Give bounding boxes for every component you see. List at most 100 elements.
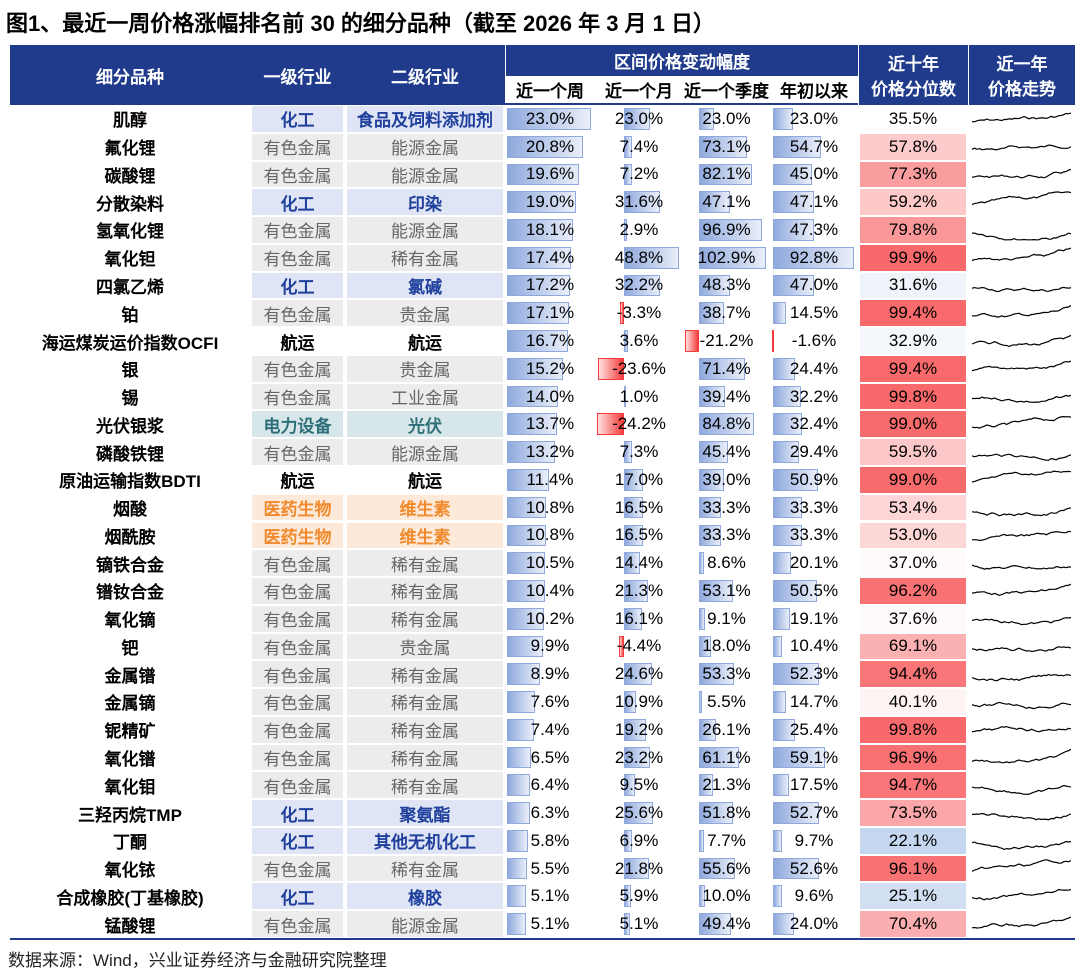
item-name: 锡	[121, 389, 139, 409]
percentile-cell: 94.4%	[860, 661, 966, 688]
item-name: 钯	[121, 638, 139, 658]
industry-cell: 贵金属	[347, 300, 503, 327]
data-bar	[698, 385, 725, 408]
industry-cell: 其他无机化工	[347, 827, 503, 854]
data-bar	[507, 802, 530, 824]
change-value: 10.4%	[789, 636, 839, 656]
data-bar	[507, 691, 535, 713]
change-value: 16.5%	[614, 525, 664, 545]
sparkline	[972, 645, 1071, 652]
change-value: 9.6%	[794, 886, 834, 906]
industry-cell: 稀有金属	[347, 578, 503, 604]
data-bar	[773, 135, 821, 158]
change-value: 17.1%	[525, 303, 575, 323]
sparkline	[972, 701, 1071, 710]
industry-cell: 医药生物	[252, 494, 343, 521]
data-bar	[507, 885, 526, 908]
industry-cell: 有色金属	[252, 633, 343, 660]
data-bar	[507, 663, 540, 686]
percentile-cell: 59.2%	[860, 189, 966, 216]
sparkline-path	[972, 168, 1071, 179]
industry-cell: 印染	[347, 189, 503, 216]
industry-cell: 有色金属	[252, 217, 343, 243]
sparkline-path	[972, 616, 1071, 626]
data-bar	[698, 524, 721, 547]
industry-cell: 食品及饲料添加剂	[347, 106, 503, 132]
data-bar	[624, 691, 637, 713]
data-bar	[772, 330, 774, 352]
industry-cell: 稀有金属	[347, 855, 503, 882]
data-bar	[597, 357, 625, 380]
industry-cell: 化工	[252, 800, 343, 826]
data-bar	[507, 330, 568, 352]
sparkline	[972, 144, 1071, 151]
change-value: 5.1%	[530, 914, 570, 934]
percentile-cell: 32.9%	[860, 328, 966, 354]
change-value: 61.1%	[702, 747, 751, 767]
industry-cell: 有色金属	[252, 661, 343, 688]
sparkline	[972, 334, 1071, 348]
sparkline-path	[972, 916, 1071, 929]
change-value: 31.6%	[614, 192, 664, 212]
industry-cell: 有色金属	[252, 300, 343, 327]
change-value: 73.1%	[702, 136, 751, 156]
sparkline-path	[972, 840, 1071, 850]
change-value: 23.0%	[525, 108, 575, 128]
data-bar	[507, 580, 545, 602]
change-value: 92.8%	[789, 247, 839, 267]
item-name: 金属镝	[104, 694, 156, 714]
sparkline	[972, 247, 1071, 262]
industry-cell: 有色金属	[252, 605, 343, 632]
percentile-cell: 31.6%	[860, 272, 966, 299]
data-bar	[773, 635, 783, 658]
change-value: 53.1%	[702, 580, 751, 600]
header-line: 近十年	[888, 55, 939, 74]
item-name: 金属镨	[104, 666, 156, 686]
industry-cell: 航运	[347, 328, 503, 354]
item-name: 碳酸锂	[104, 166, 156, 186]
data-bar	[507, 163, 579, 186]
industry-cell: 化工	[252, 883, 343, 910]
industry-cell: 化工	[252, 272, 343, 299]
sparkline	[972, 232, 1071, 241]
data-bar	[773, 385, 802, 408]
industry-cell: 氯碱	[347, 272, 503, 299]
industry-cell: 工业金属	[347, 383, 503, 410]
data-bar	[624, 163, 633, 186]
sparkline-path	[972, 748, 1071, 763]
change-value: 19.2%	[614, 719, 664, 739]
change-value: 5.5%	[530, 858, 570, 878]
percentile-cell: 99.4%	[860, 300, 966, 327]
sparkline-path	[972, 453, 1071, 461]
industry-cell: 有色金属	[252, 439, 343, 465]
change-value: 10.8%	[525, 525, 575, 545]
sparkline	[972, 616, 1071, 626]
sparkline	[972, 168, 1071, 179]
data-bar	[507, 441, 556, 463]
change-value: 33.3%	[702, 497, 751, 517]
data-bar	[698, 108, 714, 130]
change-value: 21.3%	[702, 775, 751, 795]
data-bar	[624, 274, 661, 297]
industry-cell: 有色金属	[252, 550, 343, 577]
sparkline	[972, 506, 1071, 517]
change-value: 47.1%	[702, 192, 751, 212]
industry-cell: 有色金属	[252, 744, 343, 771]
change-value: 32.2%	[614, 275, 664, 295]
change-value: 9.1%	[707, 608, 746, 628]
change-value: 5.1%	[619, 914, 659, 934]
sparkline	[972, 191, 1071, 206]
change-value: 5.9%	[619, 886, 659, 906]
data-bar	[507, 108, 591, 130]
change-value: 9.9%	[530, 636, 570, 656]
data-bar	[507, 607, 545, 630]
sparkline	[972, 725, 1071, 733]
data-bar	[773, 718, 796, 741]
industry-cell: 贵金属	[347, 355, 503, 382]
change-value: 54.7%	[789, 136, 839, 156]
data-bar	[698, 191, 730, 214]
data-bar	[698, 357, 746, 380]
data-bar	[624, 219, 628, 241]
data-bar	[698, 913, 732, 935]
data-bar	[773, 746, 825, 769]
